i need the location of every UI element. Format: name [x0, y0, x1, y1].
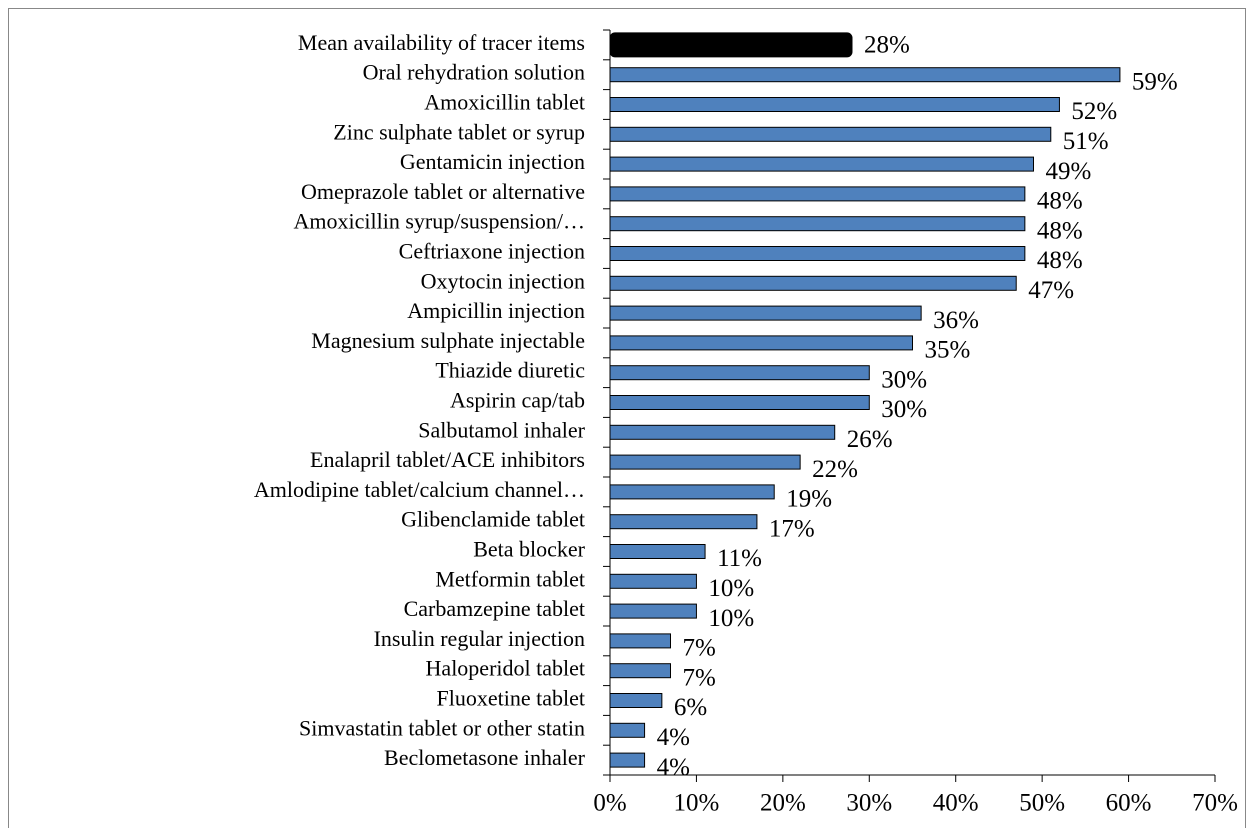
x-tick-label: 0%	[593, 790, 626, 817]
bar	[609, 722, 646, 738]
bar	[609, 246, 1026, 261]
x-tick-label: 10%	[674, 790, 720, 817]
value-label: 6%	[674, 694, 707, 721]
value-label: 17%	[769, 515, 815, 542]
category-label: Ampicillin injection	[407, 298, 585, 323]
category-label: Zinc sulphate tablet or syrup	[333, 119, 585, 144]
category-label: Haloperidol tablet	[426, 656, 585, 681]
value-label: 59%	[1132, 68, 1178, 95]
value-label: 19%	[786, 486, 832, 513]
category-label: Gentamicin injection	[400, 149, 585, 174]
value-label: 30%	[881, 396, 927, 423]
value-label: 30%	[881, 366, 927, 393]
bar	[609, 544, 706, 559]
value-label: 10%	[708, 605, 754, 632]
bar	[609, 216, 1026, 232]
category-label: Beclometasone inhaler	[384, 745, 586, 770]
category-label: Omeprazole tablet or alternative	[301, 179, 585, 204]
value-label: 22%	[812, 456, 858, 483]
value-label: 7%	[683, 635, 716, 662]
category-label: Amlodipine tablet/calcium channel…	[254, 477, 585, 502]
value-label: 52%	[1071, 98, 1117, 125]
category-label: Magnesium sulphate injectable	[311, 328, 585, 353]
bar	[609, 424, 836, 440]
category-label: Oxytocin injection	[421, 268, 585, 293]
bar	[609, 275, 1017, 291]
bar	[609, 633, 671, 649]
value-label: 49%	[1046, 158, 1092, 185]
category-label: Mean availability of tracer items	[298, 30, 585, 55]
bar	[609, 186, 1026, 202]
category-label: Thiazide diuretic	[435, 358, 585, 383]
bar	[609, 573, 697, 589]
bar	[609, 126, 1052, 142]
value-label: 48%	[1037, 217, 1083, 244]
x-tick-label: 50%	[1019, 790, 1065, 817]
value-label: 28%	[864, 32, 910, 59]
category-label: Fluoxetine tablet	[437, 686, 585, 711]
category-label: Simvastatin tablet or other statin	[299, 715, 585, 740]
bar	[609, 67, 1121, 83]
category-label: Oral rehydration solution	[363, 60, 585, 85]
value-label: 48%	[1037, 188, 1083, 215]
x-tick-label: 70%	[1192, 790, 1238, 817]
value-label: 11%	[717, 545, 762, 572]
x-tick-label: 60%	[1106, 790, 1152, 817]
category-label: Aspirin cap/tab	[450, 388, 585, 413]
value-label: 35%	[925, 337, 971, 364]
bar	[609, 484, 775, 500]
category-label: Metformin tablet	[435, 566, 585, 591]
value-label: 10%	[708, 575, 754, 602]
bar	[609, 603, 697, 619]
category-label: Enalapril tablet/ACE inhibitors	[310, 447, 585, 472]
category-label: Amoxicillin syrup/suspension/…	[294, 209, 586, 234]
bar	[609, 365, 870, 381]
category-label: Beta blocker	[473, 537, 585, 562]
value-label: 51%	[1063, 128, 1109, 155]
x-tick-label: 40%	[933, 790, 979, 817]
chart-border	[8, 8, 1246, 828]
value-label: 4%	[657, 754, 690, 781]
bar	[609, 514, 758, 530]
category-label: Carbamzepine tablet	[404, 596, 585, 621]
value-label: 36%	[933, 307, 979, 334]
bar	[609, 663, 671, 679]
category-label: Ceftriaxone injection	[399, 239, 585, 264]
bar	[609, 454, 801, 470]
x-tick-label: 30%	[846, 790, 892, 817]
bar	[609, 752, 646, 768]
bar	[609, 156, 1034, 172]
x-tick-label: 20%	[760, 790, 806, 817]
bar	[609, 693, 663, 708]
bar	[609, 395, 870, 410]
category-label: Salbutamol inhaler	[418, 417, 585, 442]
bar	[609, 305, 922, 321]
bar	[609, 335, 913, 351]
category-label: Glibenclamide tablet	[401, 507, 585, 532]
value-label: 4%	[657, 724, 690, 751]
value-label: 26%	[847, 426, 893, 453]
value-label: 7%	[683, 664, 716, 691]
value-label: 48%	[1037, 247, 1083, 274]
bar	[609, 32, 853, 58]
category-label: Amoxicillin tablet	[424, 90, 585, 115]
bar	[609, 97, 1060, 112]
category-label: Insulin regular injection	[374, 626, 585, 651]
value-label: 47%	[1028, 277, 1074, 304]
